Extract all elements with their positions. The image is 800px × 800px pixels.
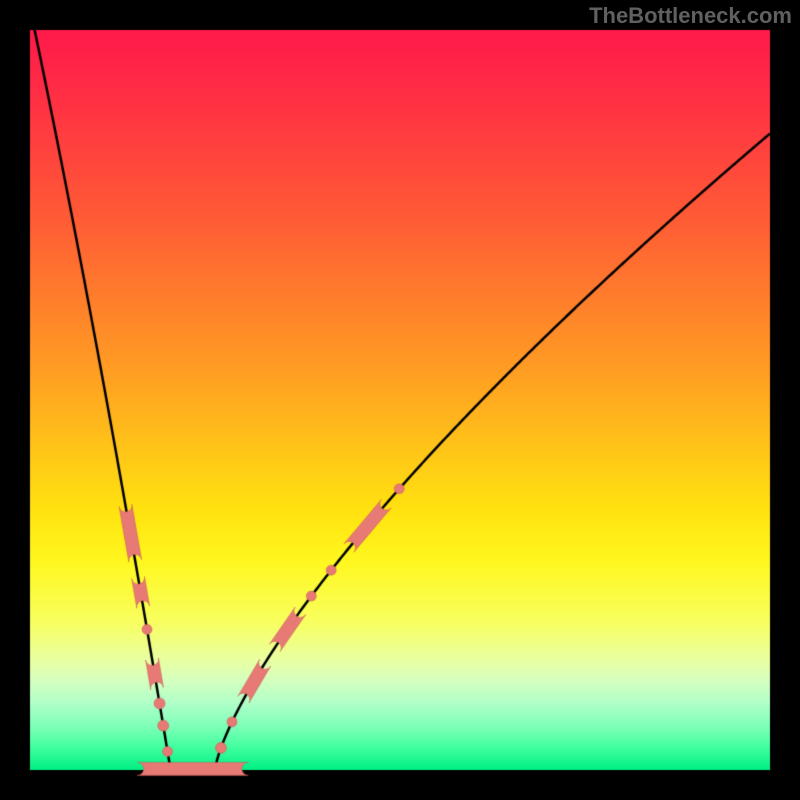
watermark-label: TheBottleneck.com <box>589 3 792 29</box>
chart-canvas <box>0 0 800 800</box>
chart-container: TheBottleneck.com <box>0 0 800 800</box>
